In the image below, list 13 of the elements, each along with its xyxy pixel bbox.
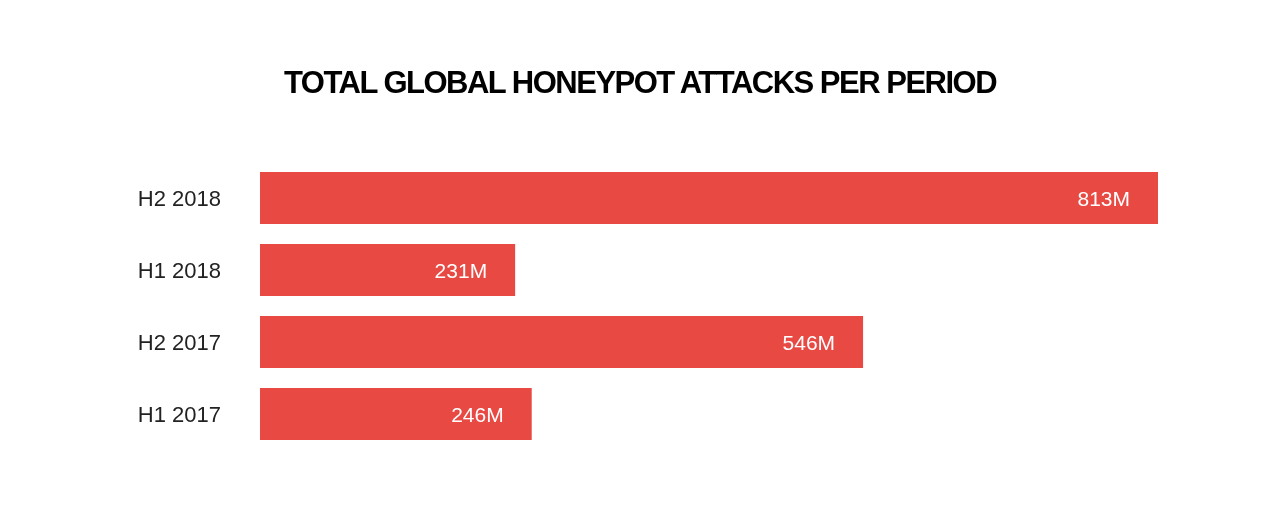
y-tick-label: H1 2017 xyxy=(137,401,221,427)
bar xyxy=(260,316,864,369)
bar xyxy=(260,388,532,441)
bar xyxy=(260,244,516,297)
data-label: 231M xyxy=(434,258,488,282)
data-label: 813M xyxy=(1077,186,1130,210)
y-tick-label: H2 2018 xyxy=(137,185,221,211)
y-tick-label: H2 2017 xyxy=(137,329,221,355)
data-label: 546M xyxy=(782,330,836,354)
chart-title: TOTAL GLOBAL HONEYPOT ATTACKS PER PERIOD xyxy=(282,64,998,102)
y-tick-label: H1 2018 xyxy=(137,257,221,283)
bar xyxy=(260,172,1158,225)
data-label: 246M xyxy=(451,402,504,426)
